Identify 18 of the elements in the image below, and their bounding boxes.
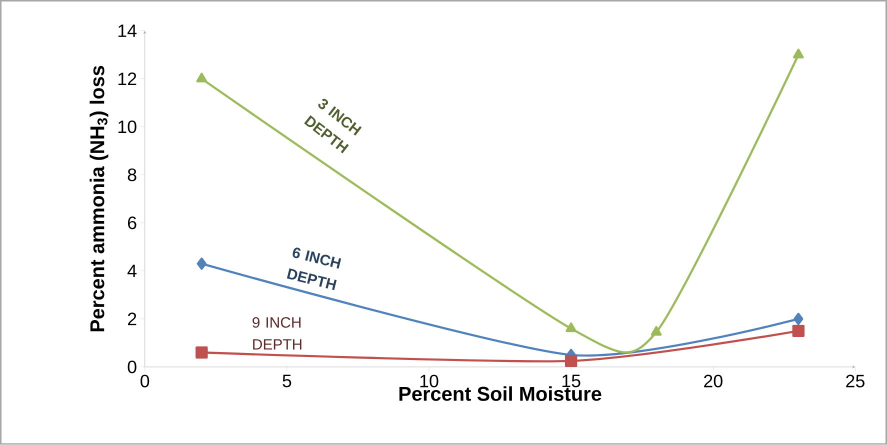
y-tick-label: 6 (128, 216, 136, 230)
x-tick-label: 25 (846, 374, 864, 388)
y-tick-label: 8 (128, 168, 136, 182)
x-axis-title: Percent Soil Moisture (399, 386, 602, 402)
y-tick-label: 14 (118, 24, 137, 38)
y-tick-label: 4 (127, 264, 137, 278)
x-tick-label: 15 (562, 374, 580, 388)
y-tick-label: 0 (128, 360, 136, 374)
x-tick-label: 10 (420, 374, 438, 388)
y-axis-title: Percent ammonia (NH$_{3}$) loss (90, 66, 108, 332)
x-tick-label: 20 (704, 374, 722, 388)
text: 6 INCH DEPTH (286, 248, 342, 290)
y-tick-label: 10 (118, 120, 136, 134)
series-label: 9 INCH DEPTH (252, 317, 302, 350)
x-tick-label: 0 (140, 374, 150, 388)
y-tick-label: 2 (128, 312, 136, 326)
y-tick-label: 12 (118, 72, 136, 86)
x-tick-label: 5 (282, 374, 292, 388)
